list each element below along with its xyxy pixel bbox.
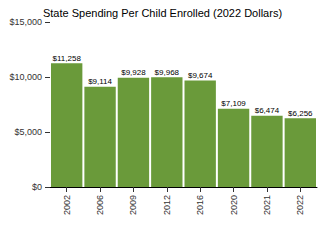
- svg-text:2012: 2012: [162, 195, 172, 215]
- svg-text:State Spending Per Child Enrol: State Spending Per Child Enrolled (2022 …: [43, 7, 282, 19]
- svg-text:$11,258: $11,258: [53, 54, 82, 63]
- svg-text:2020: 2020: [229, 195, 239, 215]
- svg-text:$10,000: $10,000: [9, 72, 42, 82]
- svg-text:$6,474: $6,474: [255, 106, 280, 115]
- svg-text:$9,674: $9,674: [188, 71, 213, 80]
- svg-text:2016: 2016: [195, 195, 205, 215]
- svg-text:$15,000: $15,000: [9, 17, 42, 27]
- svg-text:2021: 2021: [262, 195, 272, 215]
- svg-text:$6,256: $6,256: [288, 109, 313, 118]
- svg-text:$9,968: $9,968: [155, 68, 180, 77]
- svg-text:2006: 2006: [95, 195, 105, 215]
- svg-text:$9,928: $9,928: [121, 68, 146, 77]
- svg-text:$0: $0: [32, 182, 42, 192]
- svg-text:$7,109: $7,109: [221, 99, 246, 108]
- svg-text:2002: 2002: [62, 195, 72, 215]
- svg-text:2022: 2022: [295, 195, 305, 215]
- svg-text:2009: 2009: [128, 195, 138, 215]
- svg-text:$5,000: $5,000: [14, 127, 42, 137]
- svg-text:$9,114: $9,114: [88, 77, 112, 86]
